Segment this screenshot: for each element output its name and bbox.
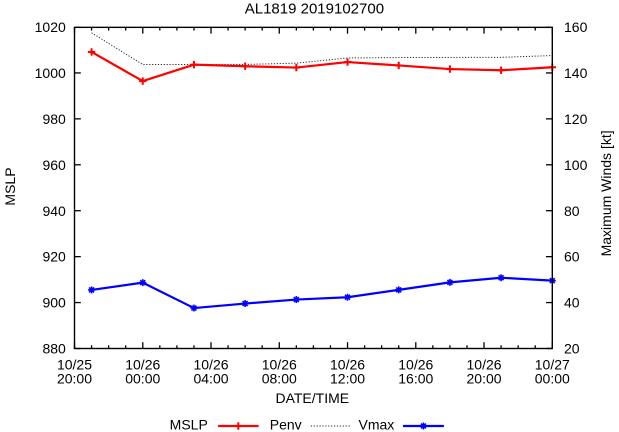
svg-text:20:00: 20:00 — [57, 370, 92, 386]
svg-text:12:00: 12:00 — [330, 370, 365, 386]
svg-text:1000: 1000 — [35, 65, 66, 81]
svg-text:1020: 1020 — [35, 19, 66, 35]
svg-text:10/26: 10/26 — [398, 356, 433, 372]
svg-text:10/26: 10/26 — [330, 356, 365, 372]
svg-text:Vmax: Vmax — [359, 417, 395, 432]
svg-text:120: 120 — [564, 111, 588, 127]
svg-text:10/26: 10/26 — [193, 356, 228, 372]
svg-text:20:00: 20:00 — [467, 370, 502, 386]
svg-text:900: 900 — [42, 295, 66, 311]
svg-text:60: 60 — [564, 249, 580, 265]
svg-text:10/26: 10/26 — [125, 356, 160, 372]
svg-text:08:00: 08:00 — [262, 370, 297, 386]
svg-text:AL1819 2019102700: AL1819 2019102700 — [245, 0, 384, 17]
svg-text:100: 100 — [564, 157, 588, 173]
svg-text:Maximum Winds [kt]: Maximum Winds [kt] — [598, 130, 614, 256]
svg-text:DATE/TIME: DATE/TIME — [275, 390, 349, 406]
svg-text:10/27: 10/27 — [535, 356, 570, 372]
svg-text:MSLP: MSLP — [2, 167, 18, 205]
svg-text:960: 960 — [42, 157, 66, 173]
svg-text:00:00: 00:00 — [125, 370, 160, 386]
svg-text:10/26: 10/26 — [467, 356, 502, 372]
svg-text:04:00: 04:00 — [193, 370, 228, 386]
svg-text:940: 940 — [42, 203, 66, 219]
svg-text:80: 80 — [564, 203, 580, 219]
svg-text:10/25: 10/25 — [57, 356, 92, 372]
svg-text:980: 980 — [42, 111, 66, 127]
svg-text:160: 160 — [564, 19, 588, 35]
svg-text:10/26: 10/26 — [262, 356, 297, 372]
svg-text:920: 920 — [42, 249, 66, 265]
svg-text:40: 40 — [564, 295, 580, 311]
svg-text:Penv: Penv — [270, 417, 302, 432]
svg-text:00:00: 00:00 — [535, 370, 570, 386]
svg-text:16:00: 16:00 — [398, 370, 433, 386]
svg-text:MSLP: MSLP — [170, 417, 208, 432]
svg-text:20: 20 — [564, 341, 580, 357]
svg-text:880: 880 — [42, 341, 66, 357]
svg-text:140: 140 — [564, 65, 588, 81]
